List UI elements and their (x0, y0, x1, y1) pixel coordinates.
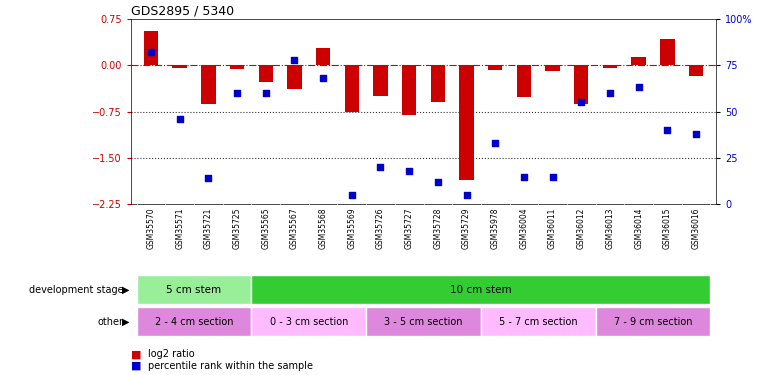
Bar (172, 65, 187, 68)
Bar (481, 307, 596, 336)
Text: GSM36016: GSM36016 (691, 208, 701, 249)
Text: ▶: ▶ (122, 316, 129, 327)
Bar (574, 65, 588, 104)
Point (145, 49, 157, 55)
Bar (596, 307, 711, 336)
Text: GSM35567: GSM35567 (290, 208, 299, 249)
Text: 10 cm stem: 10 cm stem (450, 285, 512, 295)
Bar (488, 65, 502, 70)
Text: GSM36012: GSM36012 (577, 208, 586, 249)
Text: ▶: ▶ (122, 285, 129, 295)
Bar (545, 65, 560, 71)
Bar (230, 65, 244, 69)
Bar (366, 307, 481, 336)
Text: GSM35729: GSM35729 (462, 208, 471, 249)
Point (203, 176, 215, 181)
Text: GSM36013: GSM36013 (605, 208, 614, 249)
Point (288, 57, 300, 63)
Point (317, 75, 330, 81)
Text: GSM35727: GSM35727 (405, 208, 413, 249)
Text: 3 - 5 cm section: 3 - 5 cm section (384, 316, 463, 327)
Text: 5 cm stem: 5 cm stem (166, 285, 222, 295)
Point (575, 99, 588, 105)
Bar (689, 65, 703, 76)
Text: GSM35569: GSM35569 (347, 208, 357, 249)
Bar (660, 39, 675, 65)
Text: log2 ratio: log2 ratio (148, 350, 195, 359)
Bar (345, 65, 359, 112)
Bar (287, 65, 302, 88)
Bar (144, 31, 158, 65)
Text: percentile rank within the sample: percentile rank within the sample (148, 361, 313, 370)
Bar (251, 307, 366, 336)
Text: GSM35725: GSM35725 (233, 208, 242, 249)
Bar (251, 275, 711, 304)
Bar (517, 65, 531, 98)
Text: GSM36004: GSM36004 (520, 208, 528, 249)
Point (346, 192, 358, 198)
Bar (136, 275, 251, 304)
Text: GSM35728: GSM35728 (434, 208, 442, 249)
Point (460, 192, 473, 198)
Point (374, 164, 387, 170)
Point (604, 90, 616, 96)
Point (403, 168, 415, 174)
Bar (402, 65, 417, 115)
Text: GSM35978: GSM35978 (490, 208, 500, 249)
Text: 2 - 4 cm section: 2 - 4 cm section (155, 316, 233, 327)
Bar (430, 65, 445, 102)
Text: GSM35570: GSM35570 (146, 208, 156, 249)
Text: ■: ■ (131, 350, 142, 359)
Bar (373, 65, 387, 96)
Point (517, 174, 530, 180)
Bar (460, 65, 474, 180)
Text: GSM35571: GSM35571 (175, 208, 184, 249)
Bar (259, 65, 273, 82)
Point (690, 131, 702, 137)
Point (661, 127, 674, 133)
Text: GSM35565: GSM35565 (261, 208, 270, 249)
Point (231, 90, 243, 96)
Bar (631, 57, 646, 65)
Bar (136, 307, 251, 336)
Bar (201, 65, 216, 104)
Text: 5 - 7 cm section: 5 - 7 cm section (499, 316, 578, 327)
Text: GSM36011: GSM36011 (548, 208, 557, 249)
Bar (603, 65, 617, 68)
Text: GSM36014: GSM36014 (634, 208, 643, 249)
Text: GSM35721: GSM35721 (204, 208, 213, 249)
Point (173, 116, 186, 122)
Text: GSM35568: GSM35568 (319, 208, 327, 249)
Bar (316, 48, 330, 65)
Text: GDS2895 / 5340: GDS2895 / 5340 (131, 4, 234, 18)
Point (489, 140, 501, 146)
Text: GSM35726: GSM35726 (376, 208, 385, 249)
Point (432, 179, 444, 185)
Text: 0 - 3 cm section: 0 - 3 cm section (270, 316, 348, 327)
Text: development stage: development stage (28, 285, 123, 295)
Text: ■: ■ (131, 361, 142, 370)
Text: GSM36015: GSM36015 (663, 208, 672, 249)
Text: 7 - 9 cm section: 7 - 9 cm section (614, 316, 692, 327)
Point (547, 174, 559, 180)
Text: other: other (97, 316, 123, 327)
Point (632, 84, 644, 90)
Point (259, 90, 272, 96)
